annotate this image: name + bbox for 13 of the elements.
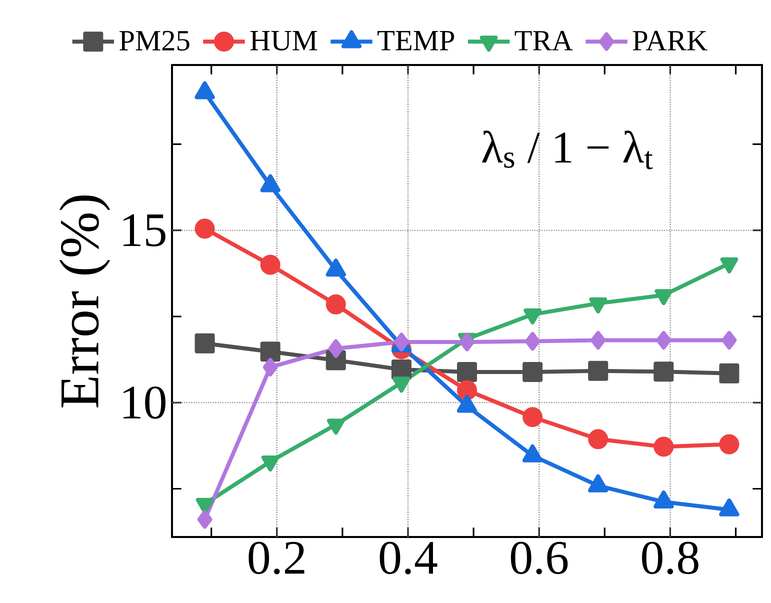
legend-label: HUM [250,30,318,50]
legend-label: PARK [632,30,708,50]
x-tick-label: 0.6 [510,542,568,574]
y-tick-label: 15 [124,214,166,246]
y-tick-label: 10 [124,386,166,419]
x-tick-label: 0.8 [642,542,698,574]
legend-label: TEMP [378,30,454,50]
legend-label: TRA [514,30,573,50]
x-tick-label: 0.4 [380,542,438,574]
legend-label: PM25 [120,30,190,51]
annotation: λ$_{s}$ / 1 − λ$_{t}$ [482,130,653,170]
x-tick-label: 0.2 [248,542,304,574]
y-axis-title: Error (%) [59,195,110,408]
